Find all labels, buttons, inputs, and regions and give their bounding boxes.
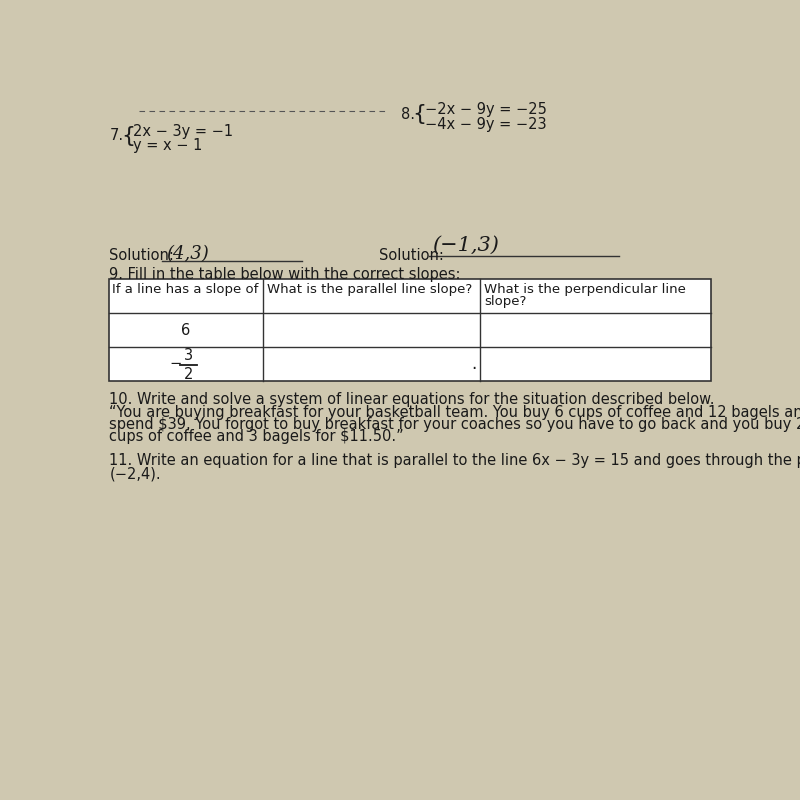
Text: “You are buying breakfast for your basketball team. You buy 6 cups of coffee and: “You are buying breakfast for your baske… <box>110 405 800 420</box>
Text: (4,3): (4,3) <box>166 245 209 262</box>
Text: 3: 3 <box>184 348 193 363</box>
Text: .: . <box>471 355 476 373</box>
Text: cups of coffee and 3 bagels for $11.50.”: cups of coffee and 3 bagels for $11.50.” <box>110 430 404 445</box>
Text: 9. Fill in the table below with the correct slopes:: 9. Fill in the table below with the corr… <box>110 267 461 282</box>
Text: 7.: 7. <box>110 128 123 143</box>
Text: Solution:: Solution: <box>379 249 444 263</box>
Text: 11. Write an equation for a line that is parallel to the line 6x − 3y = 15 and g: 11. Write an equation for a line that is… <box>110 454 800 468</box>
Text: $\{$: $\{$ <box>412 102 426 126</box>
Bar <box>110 279 710 381</box>
Text: −2x − 9y = −25: −2x − 9y = −25 <box>425 102 546 117</box>
Text: −: − <box>169 357 182 371</box>
Text: slope?: slope? <box>485 295 526 309</box>
Text: 10. Write and solve a system of linear equations for the situation described bel: 10. Write and solve a system of linear e… <box>110 392 715 406</box>
Text: y = x − 1: y = x − 1 <box>134 138 202 154</box>
Text: What is the perpendicular line: What is the perpendicular line <box>485 283 686 296</box>
Text: If a line has a slope of: If a line has a slope of <box>112 283 258 296</box>
Text: What is the parallel line slope?: What is the parallel line slope? <box>267 283 473 296</box>
Text: (−2,4).: (−2,4). <box>110 466 161 482</box>
Text: $\{$: $\{$ <box>121 124 134 148</box>
Text: Solution:: Solution: <box>110 249 174 263</box>
Text: 8.: 8. <box>401 106 414 122</box>
Text: 2: 2 <box>184 367 193 382</box>
Text: −4x − 9y = −23: −4x − 9y = −23 <box>425 117 546 132</box>
Text: (−1,3): (−1,3) <box>432 236 498 255</box>
Text: 2x − 3y = −1: 2x − 3y = −1 <box>134 124 234 138</box>
Text: 6: 6 <box>182 322 190 338</box>
Text: spend $39. You forgot to buy breakfast for your coaches so you have to go back a: spend $39. You forgot to buy breakfast f… <box>110 417 800 432</box>
